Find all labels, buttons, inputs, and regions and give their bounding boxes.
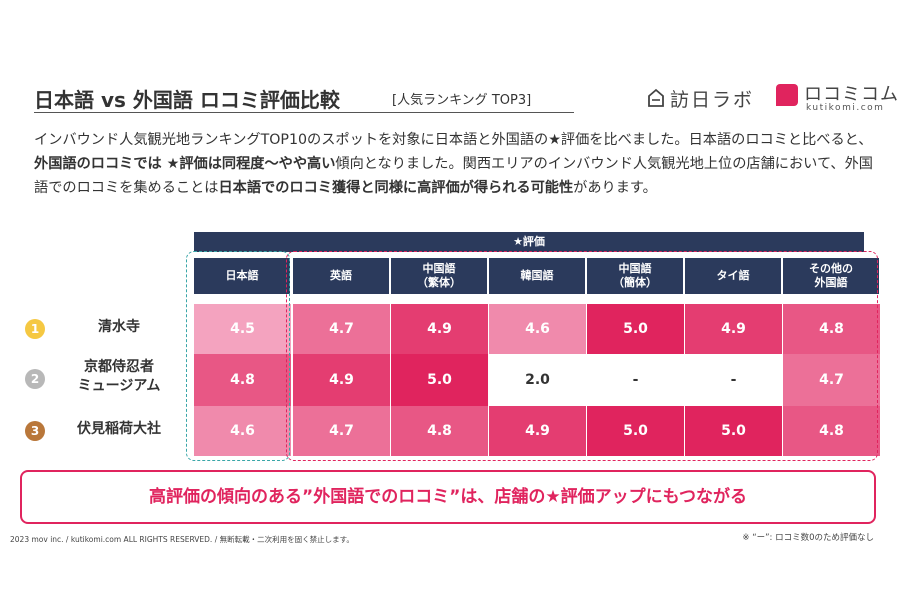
- conclusion-banner: 高評価の傾向のある”外国語でのロコミ”は、店舗の★評価アップにもつながる: [20, 470, 876, 524]
- rating-cell: 4.6: [194, 406, 291, 456]
- rating-cell: 4.8: [783, 406, 880, 456]
- rating-cell: 5.0: [587, 406, 684, 456]
- logo1-text: 訪日ラボ: [670, 88, 755, 111]
- rating-cell: 4.9: [489, 406, 586, 456]
- rank-badge: 3: [25, 421, 45, 441]
- rank-badge: 2: [25, 369, 45, 389]
- intro-text-1: インバウンド人気観光地ランキングTOP10のスポットを対象に日本語と外国語の★評…: [34, 132, 873, 148]
- rating-cell: -: [685, 354, 782, 406]
- rating-cell: 4.8: [194, 354, 291, 406]
- intro-text-3: があります。: [573, 180, 657, 196]
- rating-cell: 4.9: [685, 304, 782, 354]
- rating-cell: 4.7: [783, 354, 880, 406]
- house-icon: [648, 88, 664, 108]
- row-label: 京都侍忍者 ミュージアム: [77, 359, 161, 394]
- rating-cell: 4.9: [391, 304, 488, 354]
- title-divider: [34, 112, 574, 113]
- column-header: その他の 外国語: [783, 258, 879, 294]
- column-header: 中国語 （簡体）: [587, 258, 683, 294]
- rating-cell: 4.9: [293, 354, 390, 406]
- rating-cell: 2.0: [489, 354, 586, 406]
- logo2-text: ロコミコム: [804, 84, 899, 105]
- rating-cell: 4.8: [783, 304, 880, 354]
- foreign-columns-outline: [286, 251, 878, 461]
- houjin-labo-logo: 訪日ラボ: [648, 84, 754, 112]
- rating-cell: 4.5: [194, 304, 291, 354]
- rating-cell: 4.7: [293, 406, 390, 456]
- rating-cell: 4.7: [293, 304, 390, 354]
- intro-bold-2: 日本語でのロコミ獲得と同様に高評価が得られる可能性: [218, 180, 574, 196]
- column-header: 日本語: [194, 258, 290, 294]
- speech-bubble-icon: [776, 84, 798, 106]
- intro-text-2: 傾向となりました。関西エリアのインバウンド人気観光地上位の店舗において、外国語で…: [34, 156, 873, 196]
- column-header: 英語: [293, 258, 389, 294]
- rating-cell: 4.6: [489, 304, 586, 354]
- rating-cell: 5.0: [391, 354, 488, 406]
- page-subtitle: [人気ランキング TOP3]: [392, 93, 532, 108]
- column-header: 中国語 （繁体）: [391, 258, 487, 294]
- row-label: 清水寺: [98, 319, 140, 335]
- rating-cell: -: [587, 354, 684, 406]
- title-row: 日本語 vs 外国語 ロコミ評価比較 [人気ランキング TOP3]: [34, 80, 574, 114]
- intro-bold-1: 外国語のロコミでは ★評価は同程度〜やや高い: [34, 156, 336, 172]
- page-title: 日本語 vs 外国語 ロコミ評価比較: [34, 88, 340, 112]
- intro-paragraph: インバウンド人気観光地ランキングTOP10のスポットを対象に日本語と外国語の★評…: [34, 128, 874, 200]
- rank-badge: 1: [25, 319, 45, 339]
- rating-cell: 5.0: [685, 406, 782, 456]
- row-label: 伏見稲荷大社: [77, 421, 161, 437]
- column-header: タイ語: [685, 258, 781, 294]
- footnote: ※ “ー”: ロコミ数0のため評価なし: [742, 533, 874, 543]
- rating-cell: 4.8: [391, 406, 488, 456]
- logo2-sub: kutikomi.com: [806, 103, 885, 113]
- eval-header: ★評価: [194, 232, 864, 252]
- japanese-column-outline: [186, 251, 290, 461]
- copyright: 2023 mov inc. / kutikomi.com ALL RIGHTS …: [10, 535, 354, 544]
- column-header: 韓国語: [489, 258, 585, 294]
- kutikomi-logo: ロコミコム kutikomi.com: [776, 80, 898, 116]
- rating-cell: 5.0: [587, 304, 684, 354]
